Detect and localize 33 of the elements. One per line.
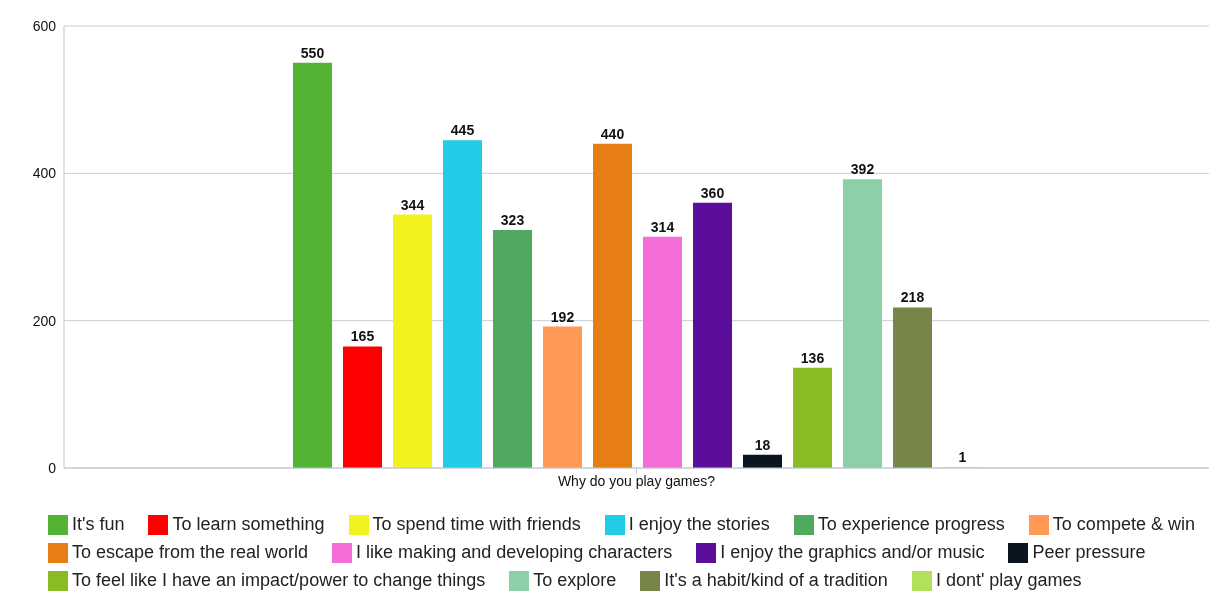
legend-label: To escape from the real world <box>72 542 309 562</box>
data-label: 550 <box>300 44 325 61</box>
data-label: 314 <box>650 218 675 235</box>
legend-label: Peer pressure <box>1032 542 1146 562</box>
legend-label: To explore <box>533 570 617 590</box>
x-tick-label: Why do you play games? <box>557 472 716 489</box>
legend-label: I enjoy the graphics and/or music <box>720 542 985 562</box>
data-label: 192 <box>550 308 575 325</box>
legend-label: To spend time with friends <box>372 514 581 534</box>
y-tick-label: 200 <box>32 312 57 329</box>
data-label: 344 <box>400 196 425 213</box>
legend-label: To experience progress <box>817 514 1005 534</box>
y-tick-label: 600 <box>32 17 57 34</box>
data-label: 323 <box>500 212 525 229</box>
data-label: 440 <box>600 125 625 142</box>
data-label: 218 <box>900 289 925 306</box>
legend-label: It's a habit/kind of a tradition <box>664 570 888 590</box>
data-label: 1 <box>958 449 967 466</box>
legend-label: To compete & win <box>1052 514 1195 534</box>
data-label: 136 <box>800 349 825 366</box>
legend-label: I like making and developing characters <box>356 542 673 562</box>
legend-label: To learn something <box>172 514 325 534</box>
legend-label: To feel like I have an impact/power to change things <box>72 570 486 590</box>
data-label: 18 <box>754 436 771 453</box>
y-tick-label: 0 <box>48 459 57 476</box>
data-label: 165 <box>350 328 375 345</box>
data-label: 392 <box>850 161 875 178</box>
legend-label: It's fun <box>72 514 125 534</box>
y-tick-label: 400 <box>32 165 57 182</box>
legend-label: I dont' play games <box>935 570 1082 590</box>
data-label: 445 <box>450 122 475 139</box>
data-label: 360 <box>700 184 725 201</box>
legend-label: I enjoy the stories <box>628 514 770 534</box>
